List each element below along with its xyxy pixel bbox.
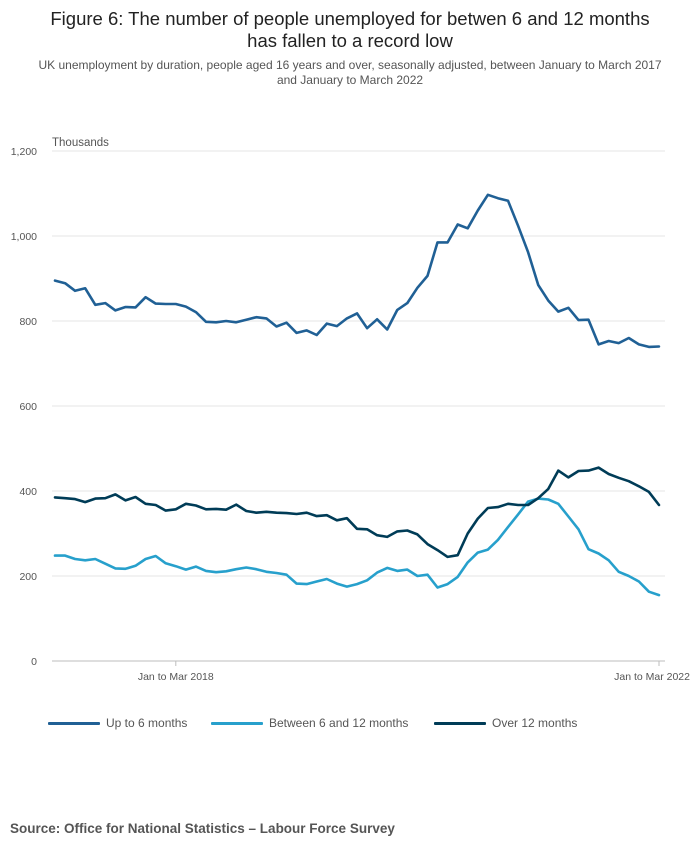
chart-subtitle: UK unemployment by duration, people aged…	[38, 58, 662, 87]
legend: Up to 6 months Between 6 and 12 months O…	[48, 716, 688, 734]
x-tick-label: Jan to Mar 2018	[138, 671, 214, 683]
series-line-over-12-months	[53, 466, 661, 559]
gridlines	[52, 150, 665, 662]
x-tick-label: Jan to Mar 2022	[614, 671, 690, 683]
legend-label: Up to 6 months	[106, 716, 188, 730]
y-tick-label: 0	[31, 656, 37, 668]
chart-title-line-2: has fallen to a record low	[247, 30, 453, 51]
y-tick-label: 400	[19, 486, 37, 498]
y-axis-ticks: 0 200 400 600 800 1,000 1,200	[11, 146, 37, 668]
y-tick-label: 800	[19, 316, 37, 328]
y-axis-label: Thousands	[52, 137, 109, 149]
y-tick-label: 1,000	[11, 231, 37, 243]
y-tick-label: 200	[19, 571, 37, 583]
x-axis: Jan to Mar 2018 Jan to Mar 2022	[138, 661, 690, 683]
legend-label: Between 6 and 12 months	[269, 716, 409, 730]
source-note: Source: Office for National Statistics –…	[10, 821, 395, 836]
chart-title: Figure 6: The number of people unemploye…	[0, 8, 700, 52]
series-line-up-to-6-months	[53, 193, 661, 349]
legend-item-over-12-months: Over 12 months	[434, 716, 577, 730]
legend-item-up-to-6-months: Up to 6 months	[48, 716, 187, 730]
series-lines	[53, 193, 661, 597]
legend-label: Over 12 months	[492, 716, 578, 730]
legend-swatch	[434, 721, 486, 725]
line-chart: 0 200 400 600 800 1,000 1,200 Thousands Jan to…	[11, 137, 690, 683]
chart-title-line-1: Figure 6: The number of people unemploye…	[50, 8, 650, 29]
y-tick-label: 600	[19, 401, 37, 413]
legend-swatch	[48, 721, 100, 725]
legend-item-between-6-and-12-months: Between 6 and 12 months	[211, 716, 408, 730]
legend-swatch	[211, 721, 263, 725]
y-tick-label: 1,200	[11, 146, 37, 158]
series-line-between-6-and-12-months	[53, 497, 661, 597]
